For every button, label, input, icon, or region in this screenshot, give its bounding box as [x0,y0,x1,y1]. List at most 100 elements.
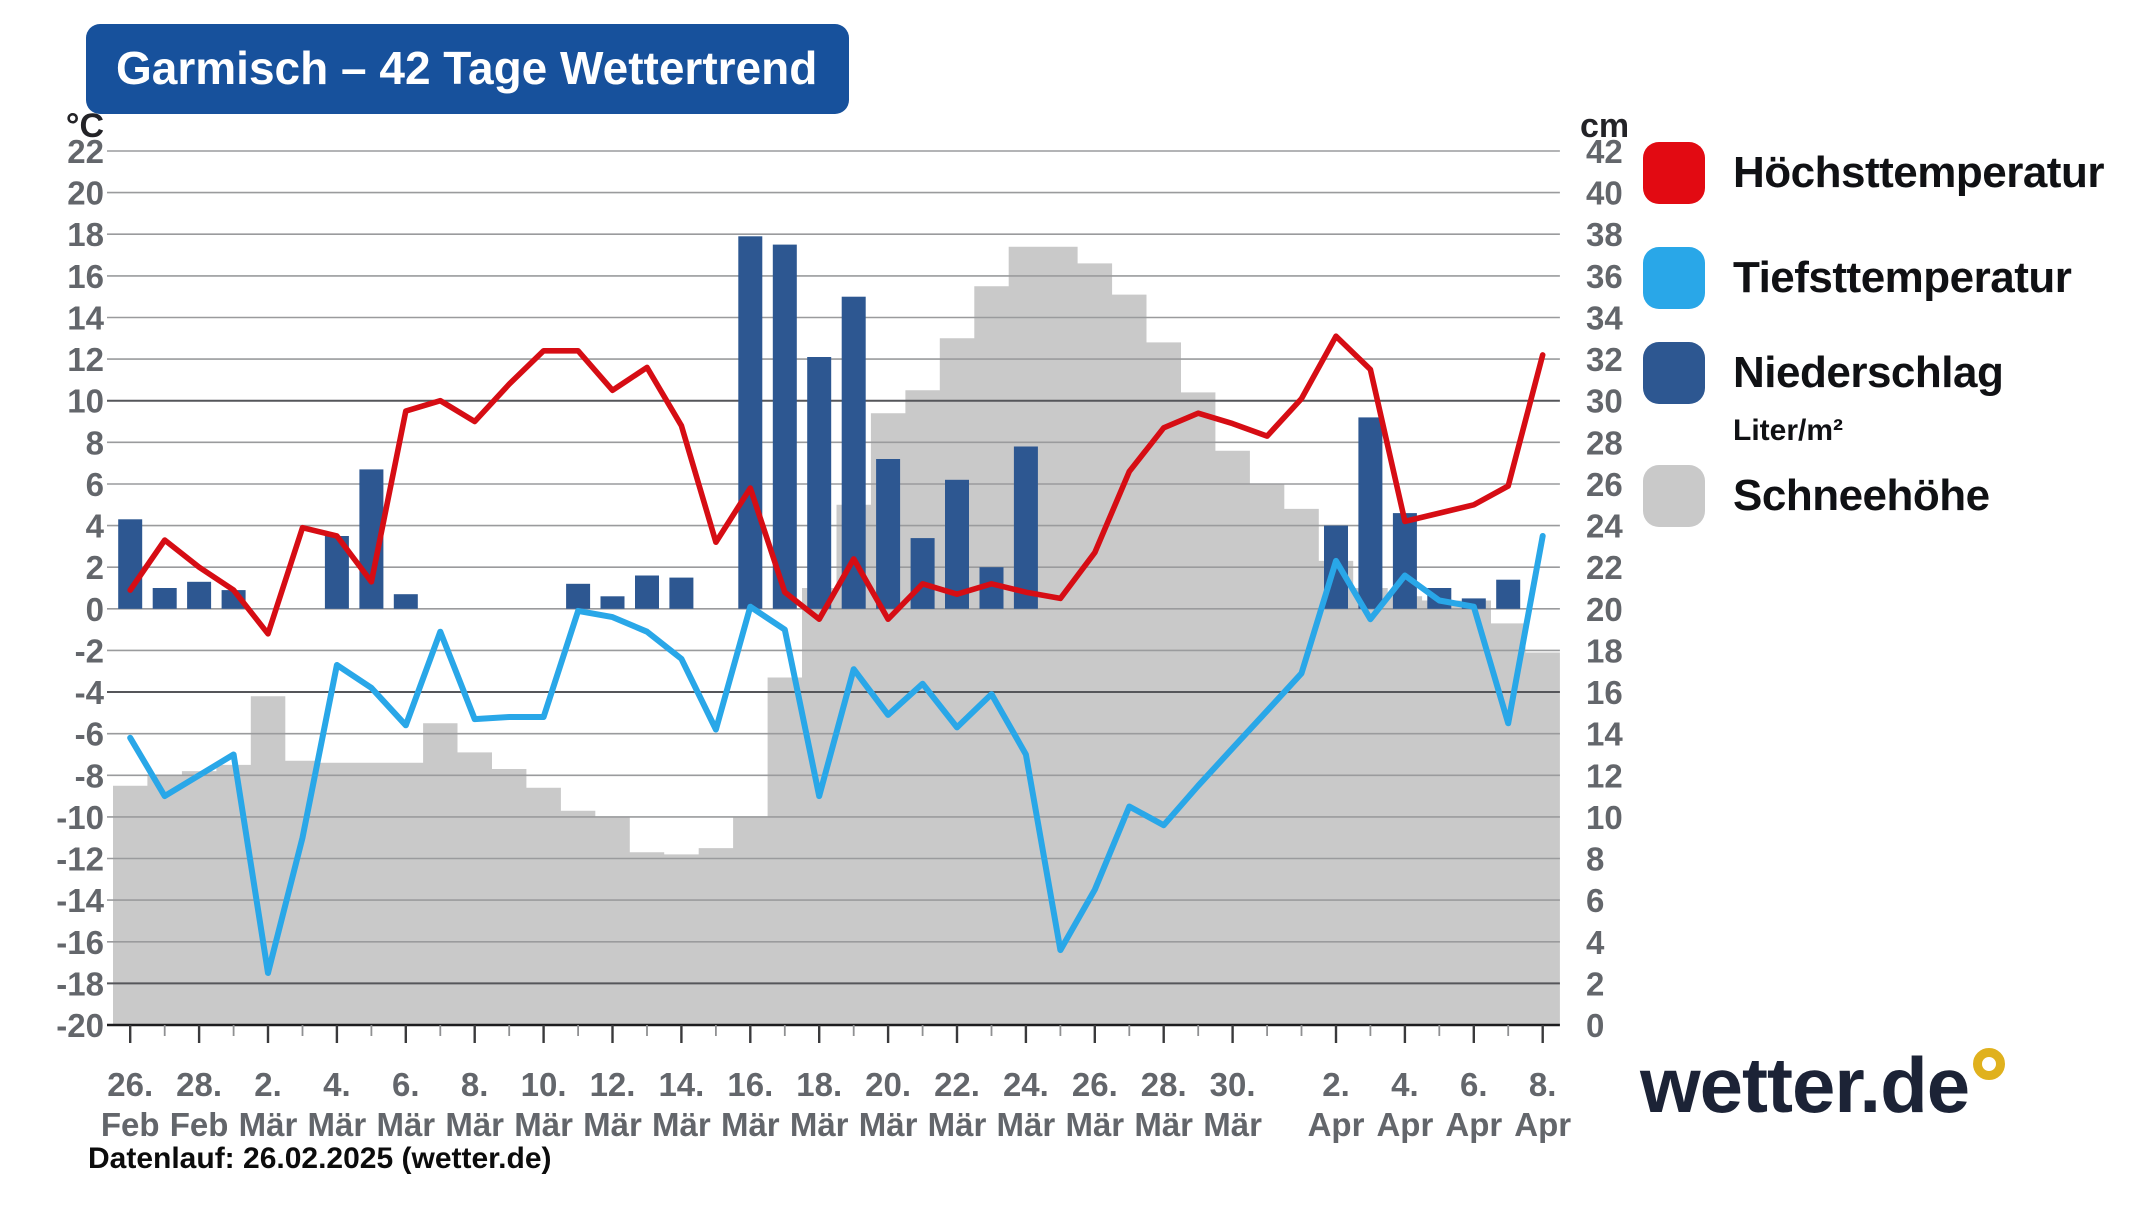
x-day-label: 30. [1210,1066,1256,1103]
y-right-tick-label: 20 [1586,591,1623,628]
niederschlag-bar [945,479,969,609]
y-right-tick-label: 42 [1586,133,1623,170]
y-right-tick-label: 40 [1586,175,1623,212]
tiefsttemperatur-swatch [1643,247,1705,309]
x-month-label: Mär [514,1106,573,1143]
niederschlag-bar [876,459,901,609]
x-day-label: 6. [1460,1066,1488,1103]
x-month-label: Mär [1134,1106,1193,1143]
y-right-tick-label: 36 [1586,258,1623,295]
x-month-label: Mär [652,1106,711,1143]
schneehoehe-area [113,246,1560,1025]
wetter-de-logo: wetter.de [1640,1040,2006,1131]
x-month-label: Mär [1203,1106,1262,1143]
y-left-tick-label: 8 [86,424,104,461]
y-right-tick-label: 28 [1586,424,1623,461]
x-day-label: 8. [1529,1066,1557,1103]
y-left-tick-label: -8 [75,757,104,794]
niederschlag-bar [635,575,659,609]
y-right-tick-label: 26 [1586,466,1623,503]
y-left-tick-label: -2 [75,632,104,669]
y-right-tick-label: 0 [1586,1007,1604,1044]
x-day-label: 28. [176,1066,222,1103]
x-day-label: 14. [658,1066,704,1103]
x-month-label: Mär [308,1106,367,1143]
y-right-tick-label: 38 [1586,216,1623,253]
niederschlag-swatch [1643,342,1705,404]
x-month-label: Mär [859,1106,918,1143]
x-day-label: 2. [1322,1066,1350,1103]
x-month-label: Apr [1308,1106,1365,1143]
y-left-tick-label: 20 [67,175,104,212]
y-right-tick-label: 6 [1586,882,1604,919]
x-month-label: Mär [445,1106,504,1143]
x-month-label: Apr [1376,1106,1433,1143]
niederschlag-bar [807,357,832,609]
x-day-label: 12. [590,1066,636,1103]
x-day-label: 6. [392,1066,420,1103]
y-left-tick-label: -12 [56,841,104,878]
y-left-tick-label: 2 [86,549,104,586]
x-day-label: 20. [865,1066,911,1103]
niederschlag-bar [910,538,935,609]
x-day-label: 26. [1072,1066,1118,1103]
page-title: Garmisch – 42 Tage Wettertrend [86,24,850,114]
x-month-label: Mär [239,1106,298,1143]
y-left-tick-label: -6 [75,716,104,753]
y-left-tick-label: -16 [56,924,104,961]
x-day-label: 8. [461,1066,489,1103]
y-right-tick-label: 2 [1586,965,1604,1002]
y-right-tick-label: 32 [1586,341,1623,378]
y-left-tick-label: 6 [86,466,104,503]
niederschlag-bar [669,577,694,609]
x-day-label: 24. [1003,1066,1049,1103]
niederschlag-bar [152,588,177,609]
legend-item-tiefsttemperatur: Tiefsttemperatur [1643,247,2072,309]
y-left-tick-label: -14 [56,882,104,919]
x-month-label: Feb [101,1106,160,1143]
x-day-label: 4. [1391,1066,1419,1103]
x-month-label: Mär [376,1106,435,1143]
x-month-label: Mär [997,1106,1056,1143]
x-day-label: 28. [1141,1066,1187,1103]
niederschlag-bar [738,236,763,609]
x-month-label: Mär [721,1106,780,1143]
wetter-de-logo-text: wetter.de [1640,1041,1970,1129]
niederschlag-bar [393,594,418,609]
tiefsttemperatur-line [127,533,1546,976]
y-left-tick-label: 18 [67,216,104,253]
niederschlag-unit: Liter/m² [1733,414,1844,447]
x-month-label: Apr [1514,1106,1571,1143]
x-day-label: 18. [796,1066,842,1103]
y-right-tick-label: 14 [1586,716,1623,753]
legend-label: Höchsttemperatur [1733,148,2104,197]
niederschlag-bar [1392,513,1417,609]
niederschlag-bar [772,244,797,609]
y-left-tick-label: -20 [56,1007,104,1044]
niederschlag-bar [600,596,625,609]
y-right-tick-label: 16 [1586,674,1623,711]
niederschlag-bar [1461,598,1486,609]
y-right-tick-label: 18 [1586,632,1623,669]
legend-label: Tiefsttemperatur [1733,253,2072,302]
x-month-label: Mär [1065,1106,1124,1143]
x-month-label: Mär [583,1106,642,1143]
y-right-unit: cm [1580,107,1629,145]
x-day-label: 4. [323,1066,351,1103]
legend-item-schneehoehe: Schneehöhe [1643,465,1990,527]
y-right-tick-label: 12 [1586,757,1623,794]
y-right-tick-label: 10 [1586,799,1623,836]
y-left-tick-label: 22 [67,133,104,170]
y-right-tick-label: 24 [1586,508,1623,545]
data-run-note: Datenlauf: 26.02.2025 (wetter.de) [88,1142,552,1175]
y-left-tick-label: 16 [67,258,104,295]
y-left-tick-label: -4 [75,674,105,711]
y-left-tick-label: 0 [86,591,104,628]
x-day-label: 26. [107,1066,153,1103]
y-left-unit: °C [66,107,104,145]
y-left-tick-label: 10 [67,383,104,420]
x-month-label: Apr [1445,1106,1502,1143]
hoechsttemperatur-swatch [1643,142,1705,204]
